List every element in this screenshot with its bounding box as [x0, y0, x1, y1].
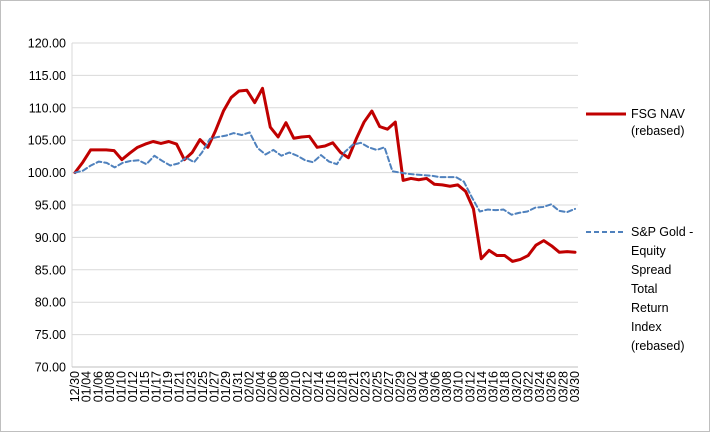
legend-line: Return	[631, 301, 669, 315]
x-tick-label: 02/14	[312, 371, 326, 402]
y-tick-label: 85.00	[35, 263, 66, 277]
y-axis: 120.00 115.00 110.00 105.00 100.00 95.00 90.00…	[28, 37, 66, 375]
y-tick-label: 105.00	[28, 134, 66, 148]
x-tick-label: 02/25	[370, 371, 384, 402]
x-tick-label: 03/14	[475, 371, 489, 402]
series-lines	[73, 86, 577, 263]
x-tick-label: 01/19	[161, 371, 175, 402]
x-tick-label: 01/31	[231, 371, 245, 402]
x-tick-label: 03/20	[510, 371, 524, 402]
x-tick-label: 02/16	[324, 371, 338, 402]
legend-line: Spread	[631, 263, 671, 277]
x-tick-label: 01/06	[91, 371, 105, 402]
x-tick-label: 02/29	[394, 371, 408, 402]
y-tick-label: 80.00	[35, 296, 66, 310]
y-tick-label: 110.00	[29, 101, 66, 115]
x-tick-label: 03/28	[556, 371, 570, 402]
legend-line: Total	[631, 282, 657, 296]
y-tick-label: 95.00	[35, 199, 66, 213]
legend: FSG NAV (rebased) S&P Gold - Equity Spread…	[586, 107, 693, 353]
y-tick-label: 115.00	[29, 69, 66, 83]
x-tick-label: 03/18	[498, 371, 512, 402]
x-tick-label: 03/30	[568, 371, 582, 402]
x-tick-label: 02/06	[266, 371, 280, 402]
gridlines	[71, 42, 578, 368]
x-tick-label: 03/24	[533, 371, 547, 402]
x-tick-label: 01/15	[138, 371, 152, 402]
legend-label-fsg: FSG NAV (rebased)	[631, 107, 688, 138]
x-tick-label: 02/18	[335, 371, 349, 402]
x-tick-label: 02/12	[301, 371, 315, 402]
y-tick-label: 120.00	[28, 37, 66, 51]
y-tick-label: 100.00	[28, 166, 66, 180]
series-line-fsg-nav	[73, 86, 577, 263]
x-tick-label: 02/04	[254, 371, 268, 402]
x-axis: 12/3001/0401/0601/0801/1001/1201/1501/17…	[68, 371, 582, 402]
x-tick-label: 01/25	[196, 371, 210, 402]
x-tick-label: 03/08	[440, 371, 454, 402]
x-tick-label: 03/16	[487, 371, 501, 402]
series-line-sp-gold-equity	[74, 131, 576, 216]
x-tick-label: 01/10	[115, 371, 129, 402]
x-tick-label: 03/04	[417, 371, 431, 402]
x-tick-label: 01/12	[126, 371, 140, 402]
y-tick-label: 90.00	[35, 231, 66, 245]
x-tick-label: 03/22	[521, 371, 535, 402]
x-tick-label: 01/29	[219, 371, 233, 402]
x-tick-label: 03/10	[452, 371, 466, 402]
legend-line: Index	[631, 320, 662, 334]
x-tick-label: 03/26	[545, 371, 559, 402]
x-tick-label: 03/02	[405, 371, 419, 402]
x-tick-label: 02/27	[382, 371, 396, 402]
legend-line: Equity	[631, 244, 666, 258]
legend-label-sp: S&P Gold - Equity Spread Total Return Index (r…	[631, 225, 693, 353]
x-tick-label: 03/06	[428, 371, 442, 402]
legend-line: (rebased)	[631, 339, 685, 353]
x-tick-label: 01/17	[149, 371, 163, 402]
y-tick-label: 70.00	[35, 361, 66, 375]
x-tick-label: 03/12	[463, 371, 477, 402]
x-tick-label: 02/08	[277, 371, 291, 402]
legend-line: S&P Gold -	[631, 225, 693, 239]
x-tick-label: 01/27	[208, 371, 222, 402]
x-tick-label: 01/21	[173, 371, 187, 402]
y-tick-label: 75.00	[35, 328, 66, 342]
legend-line: FSG NAV	[631, 107, 686, 121]
x-tick-label: 02/10	[289, 371, 303, 402]
legend-line: (rebased)	[631, 124, 685, 138]
x-tick-label: 01/23	[184, 371, 198, 402]
x-tick-label: 02/02	[242, 371, 256, 402]
x-tick-label: 02/23	[359, 371, 373, 402]
x-tick-label: 02/21	[347, 371, 361, 402]
x-tick-label: 01/08	[103, 371, 117, 402]
x-tick-label: 01/04	[80, 371, 94, 402]
x-tick-label: 12/30	[68, 371, 82, 402]
